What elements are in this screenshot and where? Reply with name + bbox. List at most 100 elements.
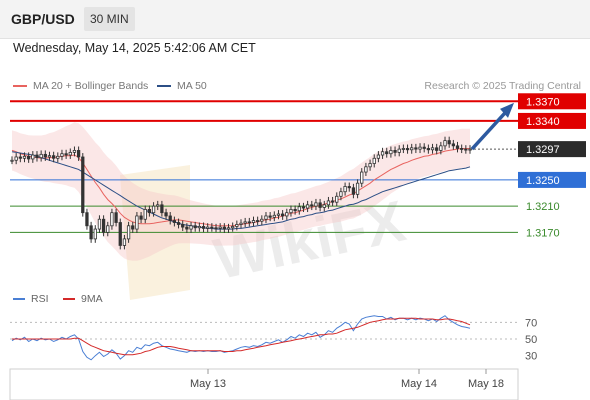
timestamp: Wednesday, May 14, 2025 5:42:06 AM CET bbox=[13, 41, 256, 55]
rsi-tick-50: 50 bbox=[525, 334, 537, 346]
ma20-label: MA 20 + Bollinger Bands bbox=[33, 80, 149, 92]
candle bbox=[160, 204, 164, 214]
candle bbox=[64, 153, 68, 156]
candle bbox=[335, 195, 339, 203]
candle bbox=[114, 212, 118, 223]
chart-header: GBP/USD 30 MIN bbox=[0, 0, 590, 39]
candle bbox=[189, 225, 193, 230]
candle bbox=[110, 212, 114, 227]
candle bbox=[201, 226, 206, 229]
candle bbox=[460, 148, 464, 150]
candle bbox=[251, 220, 256, 223]
candle bbox=[151, 205, 156, 214]
current-price-badge bbox=[518, 141, 586, 158]
candle bbox=[401, 148, 406, 150]
candle bbox=[27, 155, 31, 160]
candle bbox=[360, 171, 364, 184]
candle bbox=[330, 200, 335, 203]
candle bbox=[76, 150, 81, 158]
rsi-series-9ma bbox=[12, 317, 471, 356]
candle bbox=[122, 238, 127, 246]
candle bbox=[172, 220, 177, 223]
timeframe-badge[interactable]: 30 MIN bbox=[84, 7, 135, 31]
copyright-text: Research © 2025 Trading Central bbox=[424, 80, 581, 92]
candle bbox=[385, 151, 389, 155]
candle bbox=[351, 187, 356, 195]
candle bbox=[176, 222, 181, 225]
candle bbox=[347, 186, 351, 189]
level-badge-1.3250 bbox=[518, 171, 586, 188]
candle bbox=[93, 228, 97, 240]
time-axis-frame bbox=[9, 368, 519, 400]
candle bbox=[310, 204, 314, 207]
level-label-1.3250: 1.3250 bbox=[526, 175, 560, 187]
time-label: May 13 bbox=[190, 378, 226, 390]
candle bbox=[147, 209, 152, 214]
candle bbox=[222, 226, 226, 230]
candle bbox=[231, 226, 235, 229]
legend-ma20: MA 20 + Bollinger Bands bbox=[13, 80, 148, 92]
forecast-arrow-shaft bbox=[470, 110, 508, 151]
candle bbox=[226, 227, 231, 230]
candle bbox=[372, 157, 376, 164]
candle bbox=[43, 153, 47, 158]
candle bbox=[35, 154, 39, 159]
candle bbox=[181, 224, 185, 228]
candle bbox=[293, 209, 297, 212]
bollinger-band-area bbox=[12, 122, 470, 261]
rsi-panel: 70 50 30 bbox=[10, 315, 537, 363]
candle bbox=[206, 226, 210, 229]
candle bbox=[326, 200, 331, 206]
candle bbox=[85, 212, 89, 227]
candle bbox=[289, 209, 293, 214]
instrument-symbol: GBP/USD bbox=[11, 11, 75, 27]
candle bbox=[280, 213, 285, 217]
candle bbox=[343, 186, 347, 193]
candle bbox=[164, 212, 168, 217]
candle bbox=[414, 147, 418, 150]
candle bbox=[368, 163, 372, 168]
candle bbox=[139, 215, 143, 220]
candle bbox=[405, 148, 410, 151]
candle bbox=[451, 143, 455, 147]
candle bbox=[355, 182, 360, 195]
candle bbox=[197, 226, 202, 229]
candle bbox=[72, 150, 77, 153]
candle bbox=[47, 155, 52, 158]
candle bbox=[22, 155, 27, 159]
candle bbox=[143, 209, 147, 220]
candle bbox=[447, 140, 451, 145]
bollinger-bands bbox=[12, 122, 470, 261]
legend-rsi: RSI bbox=[13, 293, 49, 305]
rsi-tick-70: 70 bbox=[525, 317, 537, 329]
candle bbox=[422, 146, 426, 149]
candle bbox=[443, 140, 447, 147]
ma9-label: 9MA bbox=[81, 293, 103, 305]
level-label-1.3370: 1.3370 bbox=[526, 96, 560, 108]
current-price-label: 1.3297 bbox=[526, 144, 560, 156]
candle bbox=[56, 155, 60, 159]
forecast-arrow-head bbox=[500, 102, 514, 118]
ma50-label: MA 50 bbox=[177, 80, 207, 92]
candle bbox=[393, 150, 397, 153]
candle bbox=[410, 147, 414, 151]
candle bbox=[51, 155, 56, 159]
candle bbox=[39, 153, 43, 159]
candle bbox=[168, 215, 172, 221]
candle bbox=[439, 145, 443, 151]
candle bbox=[455, 145, 460, 149]
ma9-swatch bbox=[63, 298, 75, 300]
level-badges: 1.3370 1.3340 1.3250 1.3210 1.3170 1.3297 bbox=[470, 93, 586, 239]
candle bbox=[264, 215, 268, 220]
candle bbox=[156, 204, 160, 207]
candle bbox=[243, 221, 247, 224]
candle bbox=[418, 146, 422, 150]
candle bbox=[435, 147, 439, 151]
candle bbox=[185, 226, 189, 230]
candle bbox=[81, 156, 85, 214]
candle bbox=[10, 159, 14, 162]
time-axis: May 13 May 14 May 18 bbox=[9, 368, 519, 400]
candle bbox=[235, 224, 239, 227]
candle bbox=[106, 225, 110, 233]
candle bbox=[218, 226, 222, 229]
